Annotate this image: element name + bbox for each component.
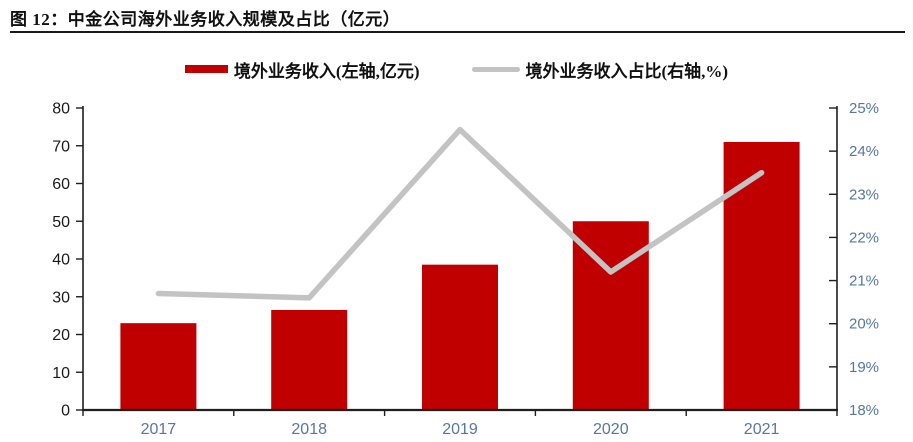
left-axis-label: 10	[52, 365, 70, 382]
legend-item-revenue: 境外业务收入(左轴,亿元)	[184, 57, 420, 82]
left-axis-label: 80	[52, 101, 70, 118]
title-divider	[10, 31, 905, 33]
legend-label-proportion: 境外业务收入占比(右轴,%)	[525, 61, 729, 81]
combo-chart-svg: 0 10 20 30 40 50 60 70 80 18% 19% 20% 21% 22% 23% 24% 25…	[52, 100, 879, 438]
figure-title: 图 12：中金公司海外业务收入规模及占比（亿元）	[10, 10, 401, 29]
right-axis-label: 23%	[849, 186, 879, 203]
right-axis-label: 20%	[849, 316, 879, 333]
legend-item-proportion: 境外业务收入占比(右轴,%)	[471, 57, 729, 82]
chart-area: 0 10 20 30 40 50 60 70 80 18% 19% 20% 21% 22% 23% 24% 25…	[0, 88, 913, 442]
left-axis-label: 50	[52, 214, 70, 231]
chart-legend: 境外业务收入(左轴,亿元) 境外业务收入占比(右轴,%)	[0, 56, 913, 82]
bar-2017	[120, 323, 197, 410]
right-axis-label: 19%	[849, 359, 879, 376]
right-axis-label: 22%	[849, 229, 879, 246]
left-axis-label: 40	[52, 252, 70, 269]
left-axis-label: 70	[52, 138, 70, 155]
x-axis-category-label: 2020	[593, 421, 629, 438]
bar-series-swatch-icon	[184, 65, 228, 73]
x-axis-category-label: 2018	[291, 421, 327, 438]
left-axis-label: 0	[61, 403, 70, 420]
x-axis-category-label: 2019	[442, 421, 478, 438]
right-axis-label: 21%	[849, 273, 879, 290]
line-series-swatch-icon	[471, 66, 520, 72]
legend-label-revenue: 境外业务收入(左轴,亿元)	[233, 61, 420, 81]
left-axis-label: 20	[52, 327, 70, 344]
x-axis-category-label: 2017	[141, 421, 177, 438]
bar-2019	[422, 264, 498, 410]
right-axis-label: 24%	[849, 143, 879, 160]
right-axis-label: 18%	[849, 402, 879, 419]
x-axis-category-label: 2021	[744, 421, 780, 438]
left-axis-label: 60	[52, 176, 70, 193]
proportion-line	[155, 126, 765, 301]
right-axis-label: 25%	[849, 100, 879, 117]
left-axis-label: 30	[52, 289, 70, 306]
bar-2018	[271, 309, 348, 410]
bar-2021	[723, 141, 800, 410]
